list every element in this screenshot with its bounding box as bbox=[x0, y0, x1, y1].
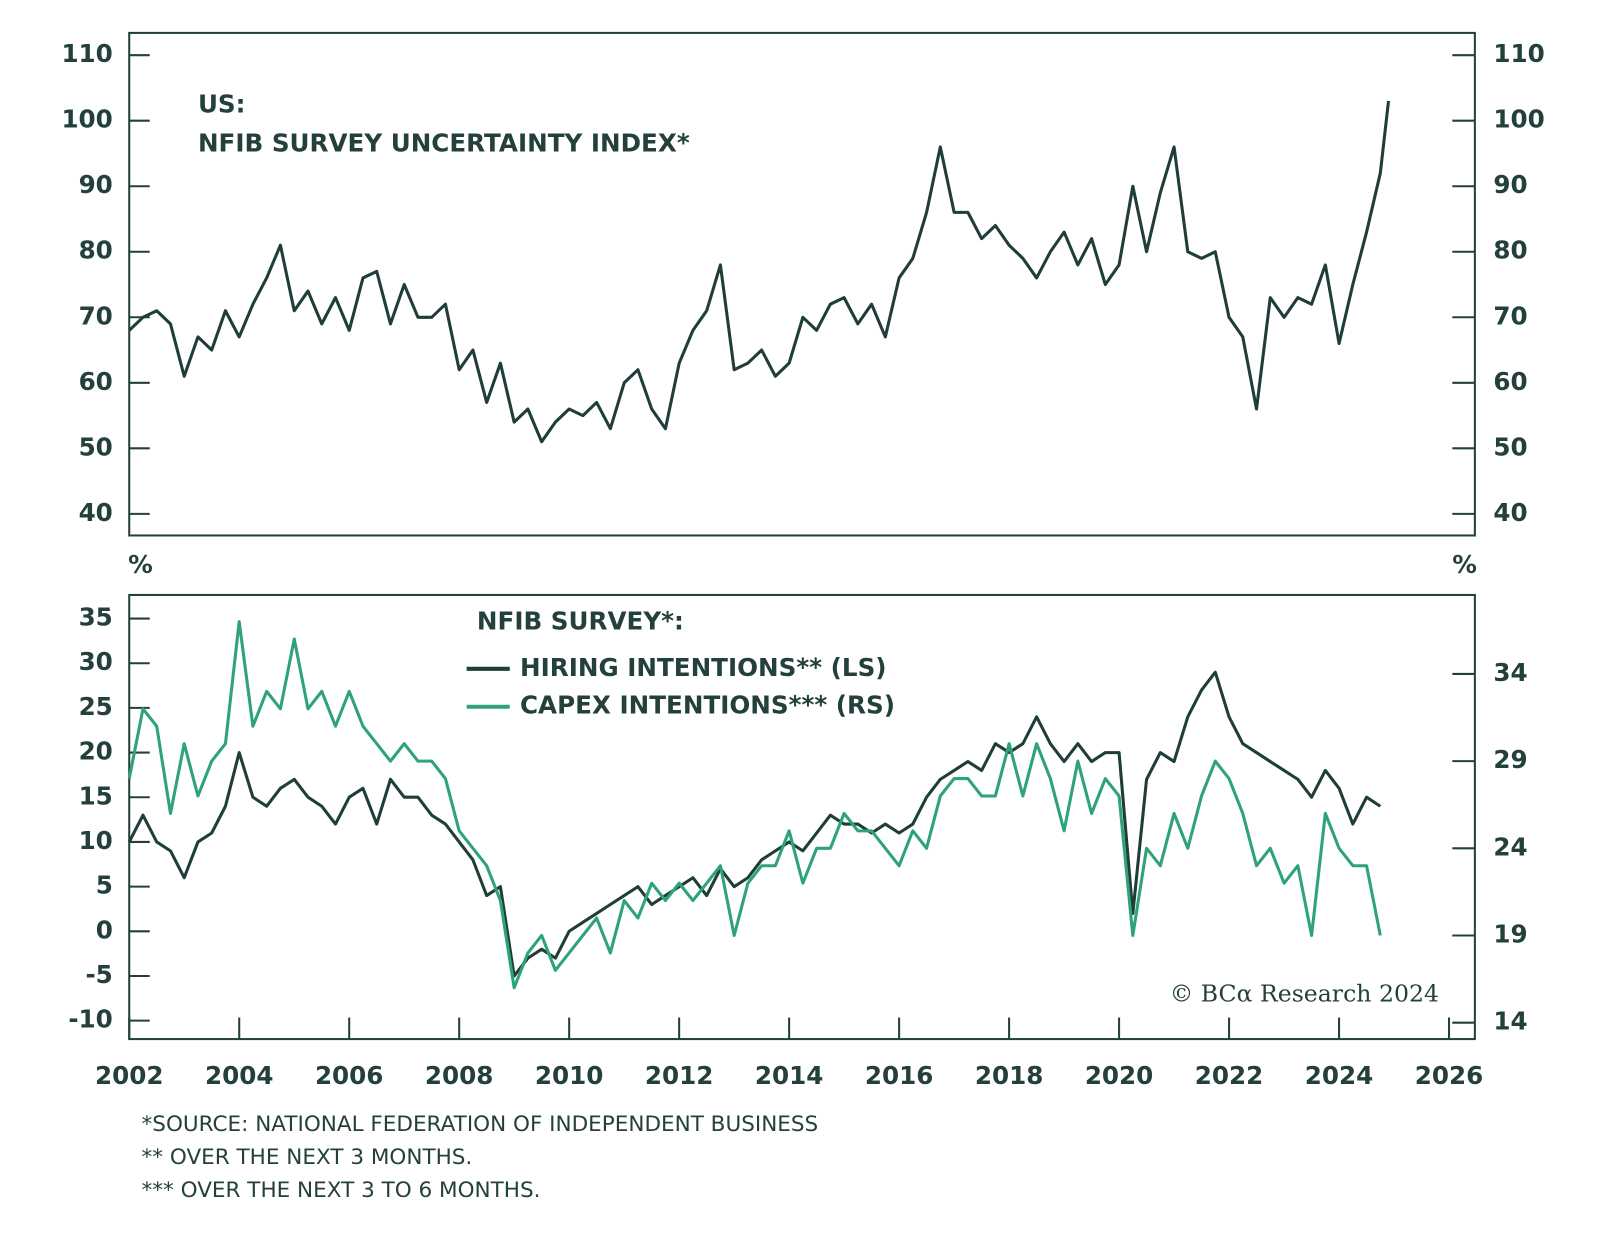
y-tick-label-right: 110 bbox=[1493, 39, 1544, 68]
y2-axis-unit: % bbox=[1452, 550, 1477, 579]
x-tick-label: 2012 bbox=[645, 1061, 714, 1090]
y2-tick-label: 19 bbox=[1493, 919, 1527, 948]
y-tick-label-right: 50 bbox=[1493, 432, 1527, 461]
y-tick-label: -5 bbox=[85, 960, 112, 989]
copyright: © BCα Research 2024 bbox=[1170, 979, 1439, 1007]
y-axis-unit: % bbox=[128, 550, 153, 579]
y-tick-label: 100 bbox=[61, 105, 112, 134]
y2-tick-label: 14 bbox=[1493, 1007, 1527, 1036]
y-tick-label-right: 60 bbox=[1493, 367, 1527, 396]
y-tick-label: 20 bbox=[79, 737, 113, 766]
top-panel-frame bbox=[128, 31, 1476, 537]
y2-tick-label: 34 bbox=[1493, 658, 1527, 687]
footnote: *** OVER THE NEXT 3 TO 6 MONTHS. bbox=[142, 1178, 541, 1203]
top-subtitle: NFIB SURVEY UNCERTAINTY INDEX* bbox=[198, 129, 690, 158]
y-tick-label-right: 100 bbox=[1493, 105, 1544, 134]
legend-label: HIRING INTENTIONS** (LS) bbox=[520, 653, 887, 682]
bottom-title: NFIB SURVEY*: bbox=[477, 607, 684, 636]
series-line bbox=[128, 100, 1391, 444]
y-tick-label: -10 bbox=[68, 1005, 112, 1034]
x-tick-label: 2006 bbox=[315, 1061, 384, 1090]
y-tick-label: 40 bbox=[79, 498, 113, 527]
y-tick-label: 60 bbox=[79, 367, 113, 396]
y-tick-label: 90 bbox=[79, 170, 113, 199]
x-tick-label: 2004 bbox=[205, 1061, 273, 1090]
y-tick-label: 15 bbox=[79, 781, 113, 810]
y-tick-label: 5 bbox=[96, 871, 113, 900]
x-tick-label: 2026 bbox=[1415, 1061, 1484, 1090]
y-tick-label: 10 bbox=[79, 826, 113, 855]
x-tick-label: 2016 bbox=[865, 1061, 934, 1090]
x-tick-label: 2014 bbox=[755, 1061, 824, 1090]
y-tick-label: 35 bbox=[79, 603, 113, 632]
series-line bbox=[127, 670, 1382, 978]
y-tick-label: 25 bbox=[79, 692, 113, 721]
y-tick-label-right: 90 bbox=[1493, 170, 1527, 199]
top-title: US: bbox=[198, 90, 246, 119]
legend-label: CAPEX INTENTIONS*** (RS) bbox=[520, 691, 895, 720]
x-tick-label: 2024 bbox=[1305, 1061, 1373, 1090]
footnote: *SOURCE: NATIONAL FEDERATION OF INDEPEND… bbox=[142, 1112, 819, 1137]
y-tick-label: 110 bbox=[61, 39, 112, 68]
x-tick-label: 2022 bbox=[1195, 1061, 1264, 1090]
series-line bbox=[127, 620, 1382, 990]
y-tick-label: 70 bbox=[79, 301, 113, 330]
y2-tick-label: 24 bbox=[1493, 832, 1527, 861]
x-tick-label: 2008 bbox=[425, 1061, 494, 1090]
y-tick-label: 50 bbox=[79, 432, 113, 461]
y2-tick-label: 29 bbox=[1493, 745, 1527, 774]
x-tick-label: 2002 bbox=[95, 1061, 164, 1090]
x-tick-label: 2010 bbox=[535, 1061, 604, 1090]
x-tick-label: 2018 bbox=[975, 1061, 1043, 1090]
footnote: ** OVER THE NEXT 3 MONTHS. bbox=[142, 1145, 473, 1170]
y-tick-label-right: 70 bbox=[1493, 301, 1527, 330]
y-tick-label: 30 bbox=[79, 647, 113, 676]
y-tick-label-right: 80 bbox=[1493, 236, 1527, 265]
y-tick-label-right: 40 bbox=[1493, 498, 1527, 527]
x-tick-label: 2020 bbox=[1085, 1061, 1153, 1090]
y-tick-label: 0 bbox=[96, 915, 113, 944]
bottom-panel-frame bbox=[128, 593, 1476, 1041]
y-tick-label: 80 bbox=[79, 236, 113, 265]
